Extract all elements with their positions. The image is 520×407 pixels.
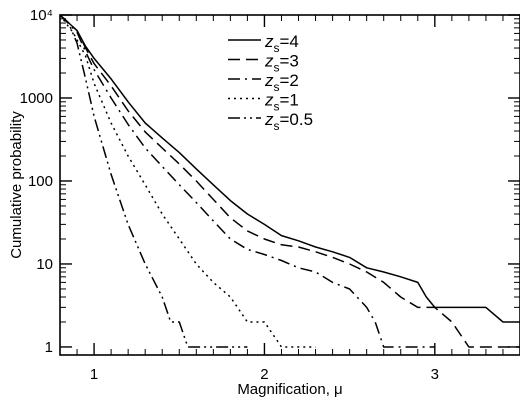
x-tick-label: 2	[260, 366, 268, 383]
x-axis-label: Magnification, μ	[237, 381, 342, 398]
y-tick-label: 10	[36, 256, 53, 273]
legend-label-0: zs=4	[264, 32, 299, 55]
legend: zs=4zs=3zs=2zs=1zs=0.5	[228, 32, 313, 133]
series-line-2	[59, 14, 435, 348]
y-tick-label: 100	[28, 173, 53, 190]
x-tick-label: 3	[431, 366, 439, 383]
legend-label-2: zs=2	[264, 71, 299, 94]
series-line-4	[59, 14, 248, 348]
legend-label-1: zs=3	[264, 52, 299, 75]
tick-labels: 1 2 3 1 10 100 1000 10⁴	[20, 7, 439, 383]
y-axis-label: Cumulative probability	[8, 111, 25, 259]
y-tick-label: 1	[45, 339, 53, 356]
legend-label-3: zs=1	[264, 91, 299, 114]
series-line-0	[59, 14, 520, 323]
x-tick-label: 1	[90, 366, 98, 383]
y-tick-label: 10⁴	[30, 7, 53, 24]
series-line-1	[59, 14, 520, 348]
axis-ticks	[59, 14, 520, 355]
legend-label-4: zs=0.5	[264, 110, 313, 133]
y-tick-label: 1000	[20, 90, 53, 107]
plot-lines	[59, 14, 520, 348]
